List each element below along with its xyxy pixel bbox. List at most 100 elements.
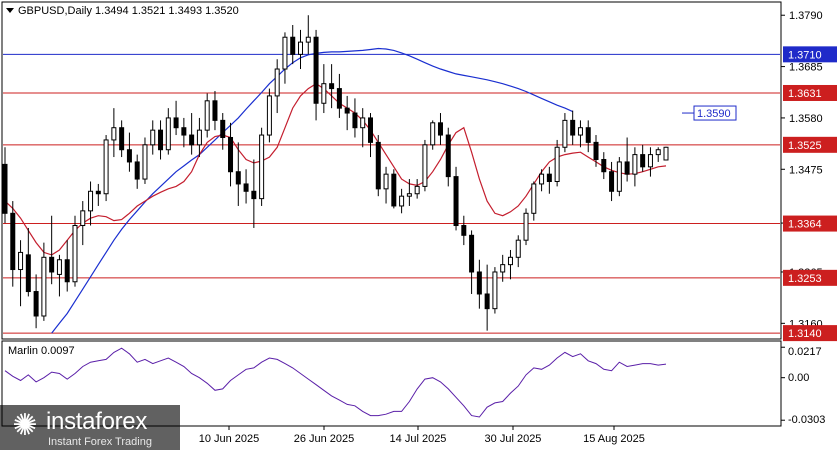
candle[interactable] xyxy=(158,120,164,160)
candle[interactable] xyxy=(531,181,537,221)
candle[interactable] xyxy=(437,113,443,145)
candle[interactable] xyxy=(313,29,319,121)
candle-body-bear xyxy=(352,112,358,129)
candle[interactable] xyxy=(507,249,513,280)
candle[interactable] xyxy=(72,215,78,287)
candle[interactable] xyxy=(111,108,117,158)
candle[interactable] xyxy=(663,146,669,161)
candle[interactable] xyxy=(360,108,366,148)
candle[interactable] xyxy=(189,113,195,155)
price-panel-frame xyxy=(1,1,782,340)
level-price-label: 1.3253 xyxy=(788,273,822,285)
candle[interactable] xyxy=(173,100,179,136)
candle[interactable] xyxy=(41,242,47,321)
candle[interactable] xyxy=(367,113,373,158)
candle[interactable] xyxy=(10,201,16,287)
candle[interactable] xyxy=(126,132,132,172)
candle[interactable] xyxy=(469,230,475,294)
candle[interactable] xyxy=(484,264,490,331)
candle[interactable] xyxy=(554,139,560,187)
candle[interactable] xyxy=(399,188,405,214)
candle[interactable] xyxy=(56,254,62,297)
candle[interactable] xyxy=(344,95,350,131)
candle[interactable] xyxy=(616,157,622,197)
candle[interactable] xyxy=(336,73,342,118)
symbol-menu-icon[interactable] xyxy=(6,8,14,13)
candle-body-bear xyxy=(344,107,350,114)
candle[interactable] xyxy=(609,161,615,202)
candle[interactable] xyxy=(422,139,428,192)
time-tick-label: 30 Jul 2025 xyxy=(485,433,542,445)
candle[interactable] xyxy=(647,147,653,177)
candle[interactable] xyxy=(228,122,234,187)
candle[interactable] xyxy=(25,227,31,297)
candle[interactable] xyxy=(515,235,521,268)
candle[interactable] xyxy=(220,113,226,150)
candle[interactable] xyxy=(601,152,607,180)
candle[interactable] xyxy=(539,169,545,192)
candle[interactable] xyxy=(33,274,39,329)
candle[interactable] xyxy=(476,259,482,309)
candle[interactable] xyxy=(406,179,412,206)
candle[interactable] xyxy=(235,142,241,206)
candle[interactable] xyxy=(375,135,381,197)
candle[interactable] xyxy=(150,120,156,155)
candle[interactable] xyxy=(142,137,148,184)
candle[interactable] xyxy=(119,120,125,158)
candle[interactable] xyxy=(134,154,140,189)
candle[interactable] xyxy=(204,93,210,138)
candle[interactable] xyxy=(632,147,638,187)
candle[interactable] xyxy=(329,64,335,109)
candle[interactable] xyxy=(461,215,467,246)
candle[interactable] xyxy=(523,208,529,246)
candle-body-bull xyxy=(266,95,272,136)
candle-body-bear xyxy=(220,119,226,138)
candle[interactable] xyxy=(196,117,202,158)
candle[interactable] xyxy=(492,267,498,314)
candle-body-bear xyxy=(212,100,218,121)
candle[interactable] xyxy=(562,113,568,153)
candle[interactable] xyxy=(546,166,552,194)
candle[interactable] xyxy=(88,181,94,226)
candle[interactable] xyxy=(80,201,86,246)
candle[interactable] xyxy=(570,110,576,145)
candle-body-bull xyxy=(321,83,327,104)
candle[interactable] xyxy=(274,59,280,114)
candle[interactable] xyxy=(290,25,296,65)
candle[interactable] xyxy=(298,29,304,70)
candle[interactable] xyxy=(391,169,397,209)
candle[interactable] xyxy=(251,159,257,228)
candle[interactable] xyxy=(181,117,187,148)
candle[interactable] xyxy=(282,32,288,84)
candle[interactable] xyxy=(305,15,311,55)
candle[interactable] xyxy=(453,166,459,231)
candle[interactable] xyxy=(577,120,583,148)
candle[interactable] xyxy=(49,215,55,285)
candle[interactable] xyxy=(165,108,171,155)
candle-body-bear xyxy=(235,171,241,185)
candle[interactable] xyxy=(352,98,358,138)
candle[interactable] xyxy=(18,240,24,307)
candle[interactable] xyxy=(414,179,420,199)
candle[interactable] xyxy=(500,254,506,282)
candle[interactable] xyxy=(383,166,389,204)
candle[interactable] xyxy=(64,240,70,292)
candle[interactable] xyxy=(266,88,272,143)
candle[interactable] xyxy=(445,127,451,187)
candle[interactable] xyxy=(430,120,436,150)
candle[interactable] xyxy=(259,127,265,206)
candle[interactable] xyxy=(593,135,599,167)
candle[interactable] xyxy=(212,91,218,131)
candle[interactable] xyxy=(585,120,591,153)
candle[interactable] xyxy=(2,147,8,224)
candle[interactable] xyxy=(640,144,646,172)
candle[interactable] xyxy=(103,135,109,202)
candle[interactable] xyxy=(321,64,327,114)
level-price-label: 1.3525 xyxy=(788,140,822,152)
candle[interactable] xyxy=(243,169,249,204)
target-price-label: 1.3590 xyxy=(697,108,731,120)
candle[interactable] xyxy=(95,183,101,206)
candle[interactable] xyxy=(624,137,630,182)
candle[interactable] xyxy=(655,147,661,162)
